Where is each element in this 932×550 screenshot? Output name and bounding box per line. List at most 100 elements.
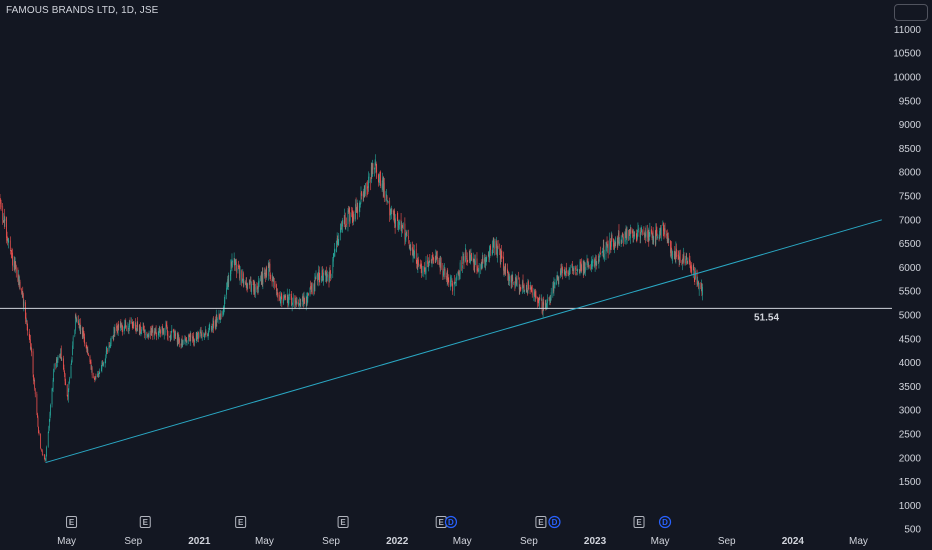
trendline[interactable]	[45, 219, 882, 464]
candle	[571, 263, 573, 268]
candle	[567, 270, 569, 276]
candle	[227, 276, 228, 291]
earnings-event-icon[interactable]: E	[66, 516, 78, 528]
candle	[640, 225, 642, 236]
candle	[74, 329, 76, 338]
earnings-event-icon[interactable]: E	[535, 516, 547, 528]
candle	[19, 276, 20, 290]
candle	[371, 162, 373, 179]
earnings-event-icon[interactable]: E	[235, 516, 247, 528]
candle	[528, 279, 529, 291]
candle	[325, 266, 327, 284]
candle	[299, 298, 301, 307]
candle	[633, 228, 634, 243]
candle	[501, 244, 502, 262]
candle	[211, 323, 213, 333]
candle	[485, 257, 487, 266]
candle	[83, 327, 84, 337]
dividend-event-icon[interactable]: D	[548, 515, 561, 529]
candle	[697, 279, 699, 285]
candle	[439, 257, 440, 267]
earnings-event-icon[interactable]: E	[435, 516, 447, 528]
candle	[613, 242, 615, 250]
candle	[640, 231, 641, 244]
candle	[7, 236, 8, 246]
earnings-event-icon[interactable]: E	[139, 516, 151, 528]
price-tick-label: 6500	[899, 239, 922, 250]
candle	[632, 230, 634, 243]
candle	[394, 219, 396, 234]
candle	[37, 415, 39, 428]
candle	[356, 199, 358, 213]
dividend-event-icon[interactable]: D	[658, 515, 672, 529]
candle	[266, 265, 268, 278]
candle	[656, 223, 657, 236]
candle	[44, 458, 46, 462]
candle	[386, 189, 387, 201]
earnings-event-icon[interactable]: E	[337, 516, 349, 528]
candle	[678, 250, 679, 260]
candle	[69, 376, 70, 385]
candle	[165, 320, 167, 336]
drawing-overlays: 51.54	[0, 219, 892, 464]
candle	[53, 368, 55, 382]
candle	[348, 205, 349, 215]
candle	[461, 256, 463, 272]
candle	[560, 264, 562, 276]
candle	[492, 237, 494, 248]
candle	[389, 209, 391, 221]
price-tick-label: 10000	[893, 73, 921, 84]
candle	[239, 266, 241, 286]
candle	[75, 312, 77, 319]
candle	[372, 159, 373, 177]
candle	[651, 226, 652, 235]
candle	[249, 279, 251, 286]
candle	[594, 259, 596, 272]
candle	[465, 244, 466, 263]
price-tick-label: 3000	[899, 406, 922, 417]
candle	[254, 281, 256, 298]
candle	[163, 328, 165, 336]
candle	[345, 224, 347, 231]
candle	[636, 233, 638, 243]
earnings-event-icon[interactable]: E	[633, 516, 645, 528]
candle	[476, 252, 478, 275]
candle	[443, 265, 445, 280]
candle	[102, 359, 103, 367]
candle	[561, 263, 563, 270]
candle	[136, 327, 137, 332]
candle	[253, 279, 255, 295]
candle	[516, 275, 517, 287]
candle	[208, 327, 210, 337]
candle	[367, 186, 369, 194]
candle	[601, 251, 603, 257]
candle	[378, 174, 380, 183]
candle	[285, 294, 286, 301]
candle	[599, 254, 601, 258]
candle	[56, 357, 58, 363]
candle	[545, 300, 547, 311]
candle	[138, 323, 140, 336]
candle	[588, 261, 589, 270]
candle	[194, 338, 195, 346]
candle	[394, 208, 395, 229]
candle	[104, 358, 106, 368]
candle	[189, 334, 191, 342]
candle	[83, 330, 85, 343]
candle	[477, 266, 478, 273]
candle	[666, 229, 668, 244]
candle	[25, 312, 27, 322]
candle	[303, 292, 304, 308]
dividend-event-icon[interactable]: D	[444, 515, 458, 529]
candle	[167, 326, 168, 340]
candle	[560, 268, 561, 279]
price-scale-button[interactable]	[894, 4, 928, 21]
candle	[170, 330, 172, 340]
candle	[377, 173, 379, 187]
candle	[518, 277, 520, 295]
candle	[689, 252, 690, 265]
candle	[606, 236, 608, 248]
candle	[279, 296, 281, 304]
